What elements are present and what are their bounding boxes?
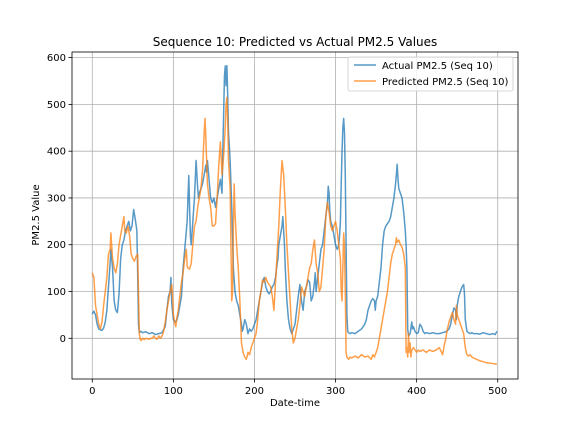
x-axis-ticks: 0 100 200 300 400 500 bbox=[89, 379, 507, 397]
y-tick-label: 300 bbox=[47, 193, 66, 204]
series-lines bbox=[91, 64, 498, 365]
x-tick-label: 400 bbox=[407, 386, 426, 397]
legend: Actual PM2.5 (Seq 10) Predicted PM2.5 (S… bbox=[347, 56, 514, 92]
x-axis-label: Date-time bbox=[270, 398, 320, 409]
legend-label-predicted: Predicted PM2.5 (Seq 10) bbox=[382, 77, 509, 88]
x-tick-label: 100 bbox=[164, 386, 183, 397]
y-tick-label: 0 bbox=[60, 334, 66, 345]
y-tick-label: 600 bbox=[47, 53, 66, 64]
y-axis-label: PM2.5 Value bbox=[31, 184, 42, 245]
legend-label-actual: Actual PM2.5 (Seq 10) bbox=[382, 61, 493, 72]
plot-frame bbox=[71, 51, 519, 380]
legend-box bbox=[347, 56, 514, 92]
x-tick-label: 0 bbox=[89, 386, 95, 397]
x-tick-label: 200 bbox=[245, 386, 264, 397]
x-tick-label: 300 bbox=[326, 386, 345, 397]
y-tick-label: 500 bbox=[47, 100, 66, 111]
series-line-predicted bbox=[91, 96, 497, 365]
x-tick-label: 500 bbox=[488, 386, 507, 397]
y-tick-label: 400 bbox=[47, 147, 66, 158]
chart-title: Sequence 10: Predicted vs Actual PM2.5 V… bbox=[153, 35, 438, 49]
y-tick-label: 100 bbox=[47, 287, 66, 298]
y-tick-label: 200 bbox=[47, 240, 66, 251]
y-axis-ticks: 0 100 200 300 400 500 600 bbox=[47, 53, 72, 345]
